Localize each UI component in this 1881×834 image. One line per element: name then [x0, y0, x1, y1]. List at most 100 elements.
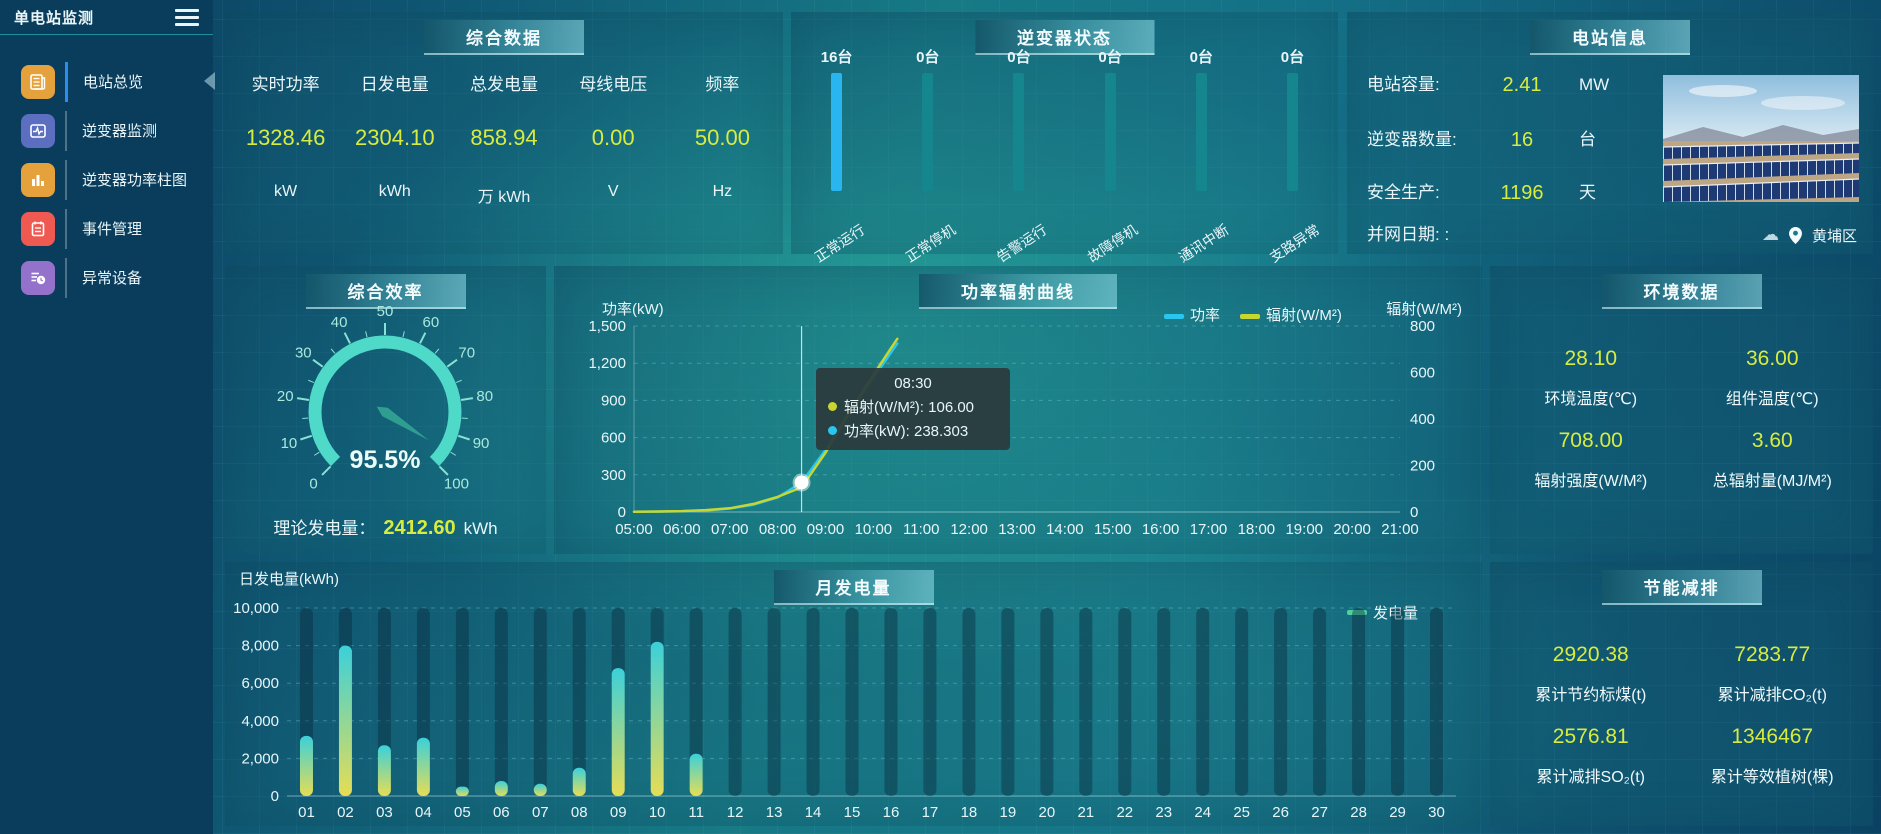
inverter-bar: [1286, 73, 1298, 191]
inverter-count: 0台: [1098, 49, 1122, 66]
svg-text:03: 03: [376, 804, 393, 821]
sidebar-item-abnormal-devices[interactable]: 异常设备: [0, 253, 213, 302]
info-value: 2.41: [1502, 74, 1542, 96]
legend-item-radiation[interactable]: 辐射(W/M²): [1240, 304, 1342, 325]
svg-text:16: 16: [883, 804, 900, 821]
theoretical-generation-label: 理论发电量：: [273, 519, 376, 538]
inverter-label: 通讯中断: [1175, 221, 1232, 266]
panel-station-info: 电站信息 电站容量: 2.41 MW 逆变器数量: 16 台 安全生产: 119…: [1347, 12, 1873, 254]
panel-title: 综合数据: [424, 20, 584, 55]
legend-item-power[interactable]: 功率: [1164, 304, 1220, 325]
info-value: 1196: [1500, 182, 1544, 204]
svg-text:300: 300: [601, 467, 626, 484]
info-row-grid-date: 并网日期: :: [1367, 220, 1449, 250]
info-value: 16: [1510, 129, 1534, 151]
svg-text:08: 08: [571, 804, 588, 821]
hamburger-menu-icon[interactable]: [175, 5, 199, 30]
stat-label: 总发电量: [470, 75, 538, 94]
svg-text:19:00: 19:00: [1285, 521, 1323, 538]
app-title: 单电站监测: [14, 9, 95, 27]
sidebar-item-inverter-power-bars[interactable]: 逆变器功率柱图: [0, 155, 213, 204]
panel-environment-data: 环境数据 28.10 36.00 环境温度(℃) 组件温度(℃) 708.00 …: [1490, 266, 1873, 554]
svg-text:20:00: 20:00: [1333, 521, 1371, 538]
coal-saved-value: 2920.38: [1552, 643, 1629, 666]
svg-text:16:00: 16:00: [1142, 521, 1180, 538]
svg-text:24: 24: [1194, 804, 1211, 821]
svg-text:0: 0: [1410, 504, 1418, 521]
inverter-status-normal-stop: 0台 正常停机: [882, 46, 973, 265]
stat-unit: kWh: [378, 183, 411, 200]
power-radiation-line-chart[interactable]: 0 300 600 900 1,200 1,500 0 200 400 600 800 05:00 06…: [572, 300, 1464, 546]
svg-text:功率(kW): 功率(kW): [602, 301, 664, 318]
svg-text:95.5%: 95.5%: [350, 446, 421, 474]
sidebar-item-station-overview[interactable]: 电站总览: [0, 57, 213, 106]
svg-text:20: 20: [1039, 804, 1056, 821]
svg-text:06: 06: [493, 804, 510, 821]
svg-text:17: 17: [922, 804, 939, 821]
line-chart-legend[interactable]: 功率 辐射(W/M²): [1164, 304, 1342, 325]
info-label: 安全生产:: [1367, 183, 1440, 202]
stat-unit: 万 kWh: [477, 189, 531, 206]
weather-icon[interactable]: ☁: [1761, 225, 1779, 244]
inverter-count: 0台: [1280, 49, 1305, 66]
svg-text:800: 800: [1410, 318, 1435, 335]
panel-title: 综合效率: [305, 274, 466, 309]
panel-title: 电站信息: [1530, 20, 1690, 55]
svg-text:25: 25: [1233, 804, 1250, 821]
info-row-safe-days: 安全生产: 1196 天: [1367, 178, 1596, 208]
power-dot-icon: [828, 426, 837, 435]
svg-text:900: 900: [601, 392, 626, 409]
panel-overview-stats: 综合数据 实时功率 1328.46 kW 日发电量 2304.10 kWh 总发…: [225, 12, 783, 254]
svg-text:0: 0: [618, 504, 626, 521]
svg-text:27: 27: [1311, 804, 1328, 821]
sidebar-item-event-management[interactable]: 事件管理: [0, 204, 213, 253]
module-temp-label: 组件温度(℃): [1725, 391, 1819, 408]
sidebar: 单电站监测 电站总览 逆变器监测 逆变器功率柱图: [0, 0, 213, 834]
info-unit: MW: [1579, 75, 1610, 94]
svg-text:70: 70: [458, 345, 475, 362]
stat-frequency: 频率 50.00 Hz: [668, 58, 777, 207]
sidebar-item-label: 电站总览: [83, 74, 144, 91]
sidebar-item-label: 异常设备: [82, 270, 143, 287]
co2-reduced-label: 累计减排CO₂(t): [1717, 687, 1827, 704]
stat-label: 频率: [705, 75, 740, 94]
svg-text:09:00: 09:00: [807, 521, 845, 538]
irradiance-label: 辐射强度(W/M²): [1534, 473, 1648, 490]
tooltip-power-value: 功率(kW): 238.303: [844, 423, 969, 440]
sidebar-header: 单电站监测: [0, 0, 213, 35]
menu-divider: [65, 159, 67, 200]
location-pin-icon: [1789, 226, 1802, 244]
panel-monthly-generation: 月发电量 发电量 0 2,000 4,000 6,000 8,000 10,000 日发电量…: [225, 562, 1482, 826]
info-label: 逆变器数量:: [1367, 130, 1457, 149]
station-photo: [1663, 75, 1859, 202]
bar-chart-legend[interactable]: 发电量: [1346, 602, 1418, 623]
menu-divider: [65, 208, 67, 249]
svg-text:29: 29: [1389, 804, 1406, 821]
trees-equivalent-label: 累计等效植树(棵): [1710, 769, 1834, 786]
sidebar-item-inverter-monitor[interactable]: 逆变器监测: [0, 106, 213, 155]
svg-text:12:00: 12:00: [950, 521, 988, 538]
svg-text:26: 26: [1272, 804, 1289, 821]
inverter-status-normal-run: 16台 正常运行: [791, 46, 882, 265]
stat-label: 日发电量: [360, 75, 429, 94]
inverter-bar: [1104, 73, 1116, 191]
monthly-generation-bar-chart[interactable]: 0 2,000 4,000 6,000 8,000 10,000 日发电量(kWh) 01 02…: [225, 562, 1482, 826]
inverter-label: 故障停机: [1084, 221, 1141, 266]
info-unit: 台: [1579, 130, 1596, 149]
sidebar-item-label: 逆变器监测: [82, 123, 158, 140]
gauge-footer: 理论发电量： 2412.60 kWh: [225, 514, 546, 540]
device-list-clock-icon: [21, 260, 55, 295]
stat-total-generation: 总发电量 858.94 万 kWh: [449, 58, 558, 207]
total-radiation-label: 总辐射量(MJ/M²): [1712, 473, 1832, 490]
stat-value: 1328.46: [245, 125, 326, 150]
generation-legend-swatch: [1346, 610, 1367, 615]
panel-title: 逆变器状态: [975, 20, 1154, 55]
svg-text:19: 19: [1000, 804, 1017, 821]
stat-label: 实时功率: [251, 75, 320, 94]
svg-text:14: 14: [805, 804, 822, 821]
svg-text:18: 18: [961, 804, 978, 821]
svg-text:23: 23: [1155, 804, 1172, 821]
svg-text:14:00: 14:00: [1046, 521, 1084, 538]
sidebar-collapse-arrow[interactable]: [204, 72, 215, 90]
module-temp-value: 36.00: [1745, 347, 1799, 370]
